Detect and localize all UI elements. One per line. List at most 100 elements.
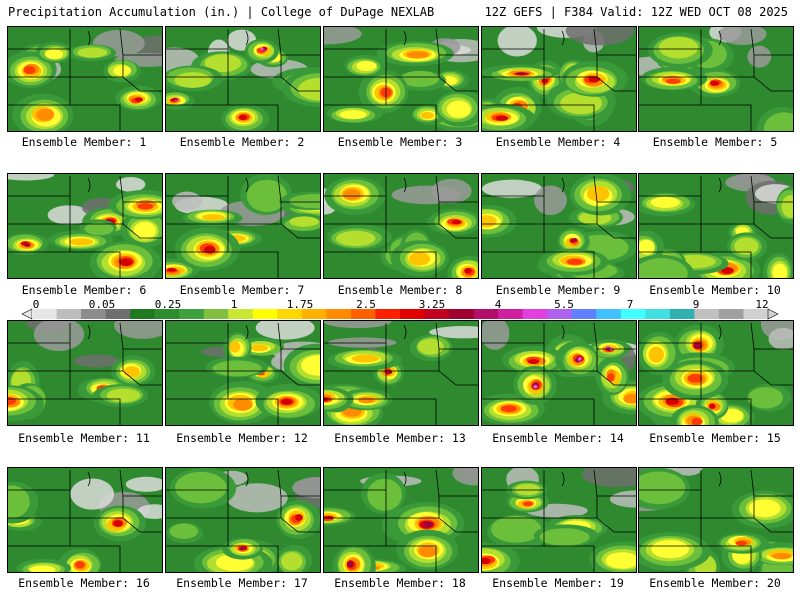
ensemble-map-panel bbox=[7, 26, 163, 132]
ensemble-member-label: Ensemble Member: 20 bbox=[649, 576, 781, 590]
colorbar-swatch bbox=[498, 309, 524, 319]
colorbar-swatch bbox=[105, 309, 131, 319]
ensemble-map-panel bbox=[638, 173, 794, 279]
precip-field bbox=[166, 174, 320, 278]
colorbar-tick: 12 bbox=[755, 298, 769, 311]
colorbar-swatch bbox=[56, 309, 82, 319]
colorbar-tick: 3.25 bbox=[418, 298, 446, 311]
precip-field bbox=[166, 468, 320, 572]
ensemble-map-panel bbox=[165, 26, 321, 132]
ensemble-map-panel bbox=[323, 467, 479, 573]
colorbar-swatch bbox=[375, 309, 401, 319]
precip-field bbox=[639, 174, 793, 278]
colorbar-tick: 4 bbox=[494, 298, 502, 311]
colorbar-swatch bbox=[277, 309, 303, 319]
ensemble-map-panel bbox=[638, 320, 794, 426]
colorbar-swatch bbox=[350, 309, 376, 319]
colorbar-swatch bbox=[154, 309, 180, 319]
colorbar-tick: 5.5 bbox=[554, 298, 574, 311]
colorbar-swatch bbox=[571, 309, 597, 319]
precip-field bbox=[482, 468, 636, 572]
precip-field bbox=[639, 468, 793, 572]
ensemble-member-label: Ensemble Member: 17 bbox=[176, 576, 308, 590]
ensemble-map-panel bbox=[165, 173, 321, 279]
colorbar-swatch bbox=[620, 309, 646, 319]
colorbar-swatch bbox=[596, 309, 622, 319]
precip-field bbox=[324, 468, 478, 572]
precip-field bbox=[482, 174, 636, 278]
ensemble-member-label: Ensemble Member: 6 bbox=[21, 283, 147, 297]
colorbar-tick-labels: 0 0.05 0.25 1 1.75 2.5 3.25 4 5.5 7 9 12 bbox=[0, 298, 800, 318]
ensemble-map-panel bbox=[165, 320, 321, 426]
ensemble-map-panel bbox=[481, 467, 637, 573]
colorbar-tick: 0 bbox=[32, 298, 40, 311]
ensemble-member-label: Ensemble Member: 4 bbox=[495, 135, 621, 149]
ensemble-map-panel bbox=[638, 467, 794, 573]
colorbar bbox=[21, 308, 779, 320]
ensemble-member-label: Ensemble Member: 13 bbox=[334, 431, 466, 445]
header-title: Precipitation Accumulation (in.) | Colle… bbox=[8, 5, 435, 19]
ensemble-map-panel bbox=[481, 26, 637, 132]
colorbar-tick: 1.75 bbox=[286, 298, 314, 311]
colorbar-swatch bbox=[449, 309, 475, 319]
precip-field bbox=[324, 174, 478, 278]
colorbar-swatch bbox=[473, 309, 499, 319]
ensemble-member-label: Ensemble Member: 9 bbox=[495, 283, 621, 297]
colorbar-tick: 0.05 bbox=[88, 298, 116, 311]
ensemble-member-label: Ensemble Member: 12 bbox=[176, 431, 308, 445]
colorbar-swatch bbox=[424, 309, 450, 319]
colorbar-swatch bbox=[228, 309, 254, 319]
precip-field bbox=[639, 27, 793, 131]
precip-field bbox=[8, 468, 162, 572]
ensemble-map-panel bbox=[323, 173, 479, 279]
ensemble-map-panel bbox=[165, 467, 321, 573]
colorbar-swatch bbox=[547, 309, 573, 319]
ensemble-member-label: Ensemble Member: 10 bbox=[649, 283, 781, 297]
ensemble-member-label: Ensemble Member: 19 bbox=[492, 576, 624, 590]
ensemble-member-label: Ensemble Member: 2 bbox=[179, 135, 305, 149]
colorbar-swatch bbox=[130, 309, 156, 319]
ensemble-map-panel bbox=[7, 320, 163, 426]
ensemble-member-label: Ensemble Member: 15 bbox=[649, 431, 781, 445]
colorbar-swatch bbox=[81, 309, 107, 319]
colorbar-swatch bbox=[743, 309, 769, 319]
colorbar-left-arrow bbox=[21, 308, 33, 320]
colorbar-tick: 9 bbox=[692, 298, 700, 311]
precip-field bbox=[482, 321, 636, 425]
colorbar-tick: 1 bbox=[230, 298, 238, 311]
colorbar-swatch bbox=[326, 309, 352, 319]
colorbar-swatch bbox=[203, 309, 229, 319]
colorbar-tick: 0.25 bbox=[154, 298, 182, 311]
ensemble-map-panel bbox=[638, 26, 794, 132]
colorbar-swatch bbox=[718, 309, 744, 319]
ensemble-map-panel bbox=[481, 173, 637, 279]
colorbar-swatch bbox=[252, 309, 278, 319]
colorbar-swatch bbox=[32, 309, 58, 319]
colorbar-tick: 2.5 bbox=[356, 298, 376, 311]
colorbar-swatch bbox=[669, 309, 695, 319]
colorbar-swatch bbox=[301, 309, 327, 319]
ensemble-member-label: Ensemble Member: 14 bbox=[492, 431, 624, 445]
precip-field bbox=[482, 27, 636, 131]
precip-field bbox=[8, 174, 162, 278]
precip-field bbox=[8, 27, 162, 131]
precip-field bbox=[639, 321, 793, 425]
precip-field bbox=[166, 321, 320, 425]
colorbar-swatch bbox=[645, 309, 671, 319]
ensemble-member-label: Ensemble Member: 1 bbox=[21, 135, 147, 149]
ensemble-member-label: Ensemble Member: 16 bbox=[18, 576, 150, 590]
ensemble-member-label: Ensemble Member: 5 bbox=[652, 135, 778, 149]
precip-field bbox=[324, 27, 478, 131]
colorbar-tick: 7 bbox=[626, 298, 634, 311]
ensemble-member-label: Ensemble Member: 11 bbox=[18, 431, 150, 445]
ensemble-member-label: Ensemble Member: 18 bbox=[334, 576, 466, 590]
ensemble-map-panel bbox=[481, 320, 637, 426]
precip-field bbox=[166, 27, 320, 131]
ensemble-member-label: Ensemble Member: 8 bbox=[337, 283, 463, 297]
colorbar-swatch bbox=[522, 309, 548, 319]
colorbar-right-arrow bbox=[767, 308, 779, 320]
colorbar-swatch bbox=[400, 309, 426, 319]
ensemble-map-panel bbox=[323, 26, 479, 132]
header-valid-time: 12Z GEFS | F384 Valid: 12Z WED OCT 08 20… bbox=[484, 5, 788, 19]
colorbar-swatch bbox=[694, 309, 720, 319]
